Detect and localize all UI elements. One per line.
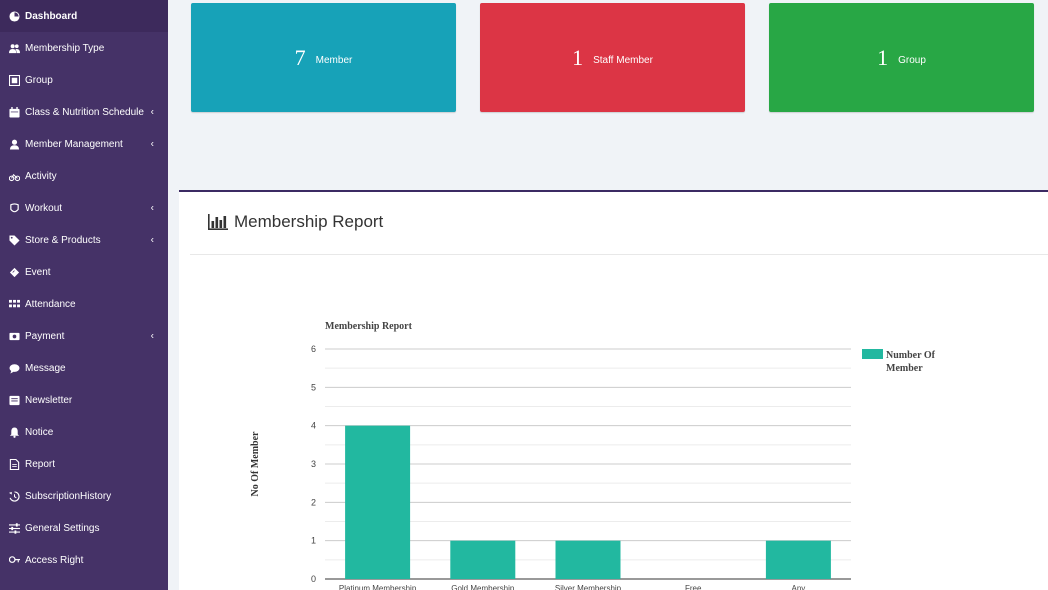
bicycle-icon: [8, 170, 20, 182]
y-tick-label: 1: [311, 536, 316, 546]
sidebar-item-label: Payment: [25, 330, 65, 342]
staff-member-count: 1: [572, 44, 584, 70]
sidebar-item-label: Report: [25, 458, 56, 470]
sidebar-item-label: Event: [25, 266, 51, 278]
newsletter-icon: [8, 394, 20, 406]
y-tick-label: 5: [311, 382, 316, 392]
ticket-icon: [8, 266, 20, 278]
group-count-label: Group: [898, 55, 926, 66]
sidebar-item-label: Membership Type: [25, 42, 105, 54]
chevron-left-icon: ‹: [150, 202, 154, 214]
sidebar-item-label: Store & Products: [25, 234, 101, 246]
y-tick-label: 0: [311, 574, 316, 584]
x-tick-label: Platinum Membership: [339, 584, 417, 590]
sidebar-item-dashboard[interactable]: Dashboard: [0, 0, 168, 32]
chevron-left-icon: ‹: [150, 138, 154, 150]
sidebar-item-label: Activity: [25, 170, 57, 182]
sidebar-item-label: Workout: [25, 202, 63, 214]
staff-member-count-card[interactable]: 1 Staff Member: [480, 3, 745, 112]
x-tick-label: Gold Membership: [451, 584, 515, 590]
sidebar-item-label: Access Right: [25, 554, 84, 566]
dashboard-icon: [8, 10, 20, 22]
x-tick-label: Any: [792, 584, 806, 590]
y-tick-label: 4: [311, 421, 316, 431]
attendance-icon: [8, 298, 20, 310]
member-count: 7: [294, 44, 306, 70]
member-count-card[interactable]: 7 Member: [191, 3, 456, 112]
y-tick-label: 6: [311, 344, 316, 354]
sidebar-item-workout[interactable]: Workout ‹: [0, 192, 168, 224]
chart-title: Membership Report: [325, 321, 413, 332]
bell-icon: [8, 426, 20, 438]
group-count: 1: [877, 44, 889, 70]
sidebar-item-class-nutrition-schedule[interactable]: Class & Nutrition Schedule ‹: [0, 96, 168, 128]
sidebar-item-label: SubscriptionHistory: [25, 490, 112, 502]
sidebar-item-payment[interactable]: Payment ‹: [0, 320, 168, 352]
sidebar-item-label: Notice: [25, 426, 54, 438]
panel-divider: [190, 254, 1048, 255]
bar-silver-membership: [555, 540, 621, 579]
sidebar-item-report[interactable]: Report: [0, 448, 168, 480]
bar-gold-membership: [450, 540, 516, 579]
chevron-left-icon: ‹: [150, 234, 154, 246]
legend-label-line-2: Member: [886, 363, 923, 374]
sidebar-item-label: Dashboard: [25, 10, 78, 22]
sidebar-item-label: Attendance: [25, 298, 76, 310]
group-count-card[interactable]: 1 Group: [769, 3, 1034, 112]
history-icon: [8, 490, 20, 502]
y-tick-label: 3: [311, 459, 316, 469]
sidebar-item-group[interactable]: Group: [0, 64, 168, 96]
key-icon: [8, 554, 20, 566]
bar-any: [765, 540, 831, 579]
sidebar-item-notice[interactable]: Notice: [0, 416, 168, 448]
workout-icon: [8, 202, 20, 214]
sidebar-item-store-products[interactable]: Store & Products ‹: [0, 224, 168, 256]
file-icon: [8, 458, 20, 470]
sidebar-item-general-settings[interactable]: General Settings: [0, 512, 168, 544]
y-tick-label: 2: [311, 497, 316, 507]
member-count-label: Member: [315, 55, 353, 66]
panel-title: Membership Report: [234, 212, 384, 231]
sidebar-item-label: Group: [25, 74, 53, 86]
sidebar-item-label: Member Management: [25, 138, 123, 150]
sidebar-item-membership-type[interactable]: Membership Type: [0, 32, 168, 64]
x-tick-label: Free: [685, 584, 702, 590]
bar-chart-icon: [208, 214, 228, 230]
users-icon: [8, 42, 20, 54]
sidebar-item-label: Message: [25, 362, 66, 374]
sidebar-item-label: General Settings: [25, 522, 100, 534]
sidebar-item-label: Class & Nutrition Schedule: [25, 106, 144, 118]
sidebar-item-attendance[interactable]: Attendance: [0, 288, 168, 320]
sidebar-item-access-right[interactable]: Access Right: [0, 544, 168, 576]
legend-swatch: [862, 349, 883, 359]
sidebar-item-label: Newsletter: [25, 394, 73, 406]
sidebar-item-activity[interactable]: Activity: [0, 160, 168, 192]
chevron-left-icon: ‹: [150, 330, 154, 342]
group-icon: [8, 74, 20, 86]
x-tick-label: Silver Membership: [555, 584, 622, 590]
bar-platinum-membership: [345, 425, 411, 579]
money-icon: [8, 330, 20, 342]
y-axis-label: No Of Member: [250, 431, 261, 497]
sidebar-item-event[interactable]: Event: [0, 256, 168, 288]
sidebar-item-newsletter[interactable]: Newsletter: [0, 384, 168, 416]
sliders-icon: [8, 522, 20, 534]
user-icon: [8, 138, 20, 150]
sidebar: Dashboard Membership Type Group Class & Nut…: [0, 0, 168, 590]
sidebar-item-member-management[interactable]: Member Management ‹: [0, 128, 168, 160]
staff-member-count-label: Staff Member: [593, 55, 653, 66]
panel-header: Membership Report: [208, 212, 383, 232]
sidebar-item-message[interactable]: Message: [0, 352, 168, 384]
legend-label-line-1: Number Of: [886, 350, 936, 361]
chevron-left-icon: ‹: [150, 106, 154, 118]
membership-report-panel: Membership Report: [179, 190, 1048, 590]
calendar-icon: [8, 106, 20, 118]
tags-icon: [8, 234, 20, 246]
sidebar-item-subscriptionhistory[interactable]: SubscriptionHistory: [0, 480, 168, 512]
comment-icon: [8, 362, 20, 374]
